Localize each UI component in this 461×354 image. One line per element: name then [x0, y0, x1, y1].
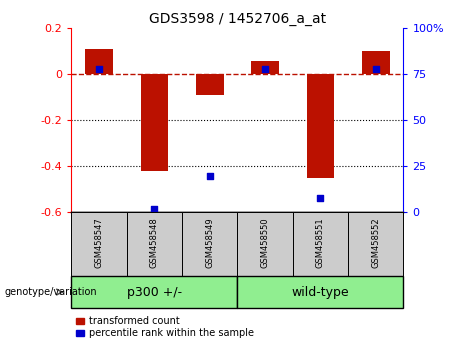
Bar: [196, 74, 224, 95]
Title: GDS3598 / 1452706_a_at: GDS3598 / 1452706_a_at: [149, 12, 326, 26]
Bar: [85, 49, 113, 74]
Bar: [293, 212, 348, 276]
Bar: [71, 212, 127, 276]
Bar: [348, 212, 403, 276]
Legend: transformed count, percentile rank within the sample: transformed count, percentile rank withi…: [77, 316, 254, 338]
Bar: [182, 212, 237, 276]
Bar: [127, 212, 182, 276]
Text: wild-type: wild-type: [291, 286, 349, 298]
Point: [261, 66, 269, 72]
Text: GSM458547: GSM458547: [95, 217, 104, 268]
Point: [151, 206, 158, 212]
Point: [206, 173, 213, 178]
Text: GSM458548: GSM458548: [150, 217, 159, 268]
Text: GSM458549: GSM458549: [205, 217, 214, 268]
Bar: [251, 61, 279, 74]
Text: GSM458551: GSM458551: [316, 217, 325, 268]
Text: GSM458550: GSM458550: [260, 217, 270, 268]
Bar: [71, 276, 237, 308]
Bar: [237, 276, 403, 308]
Text: genotype/variation: genotype/variation: [5, 287, 97, 297]
Text: p300 +/-: p300 +/-: [127, 286, 182, 298]
Bar: [307, 74, 334, 178]
Text: GSM458552: GSM458552: [371, 217, 380, 268]
Point: [95, 66, 103, 72]
Bar: [237, 212, 293, 276]
Point: [372, 66, 379, 72]
Point: [317, 195, 324, 200]
Bar: [362, 51, 390, 74]
Bar: [141, 74, 168, 171]
